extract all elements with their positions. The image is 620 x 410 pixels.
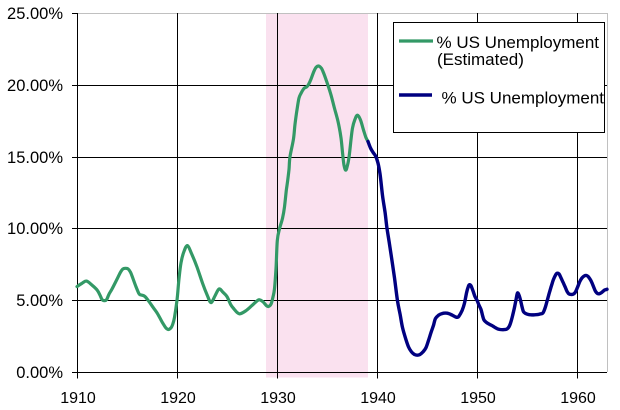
svg-text:(Estimated): (Estimated) [437,50,524,69]
svg-text:20.00%: 20.00% [7,77,63,95]
svg-text:1920: 1920 [160,390,196,407]
svg-text:15.00%: 15.00% [7,149,63,167]
svg-text:1910: 1910 [60,390,96,407]
svg-text:1930: 1930 [260,390,296,407]
svg-text:0.00%: 0.00% [16,364,63,382]
svg-text:% US Unemployment: % US Unemployment [437,33,600,52]
svg-text:% US Unemployment: % US Unemployment [442,89,605,108]
svg-text:1950: 1950 [460,390,496,407]
svg-text:5.00%: 5.00% [16,292,63,310]
svg-text:25.00%: 25.00% [7,5,63,23]
svg-text:1960: 1960 [560,390,596,407]
svg-text:10.00%: 10.00% [7,220,63,238]
svg-text:1940: 1940 [360,390,396,407]
